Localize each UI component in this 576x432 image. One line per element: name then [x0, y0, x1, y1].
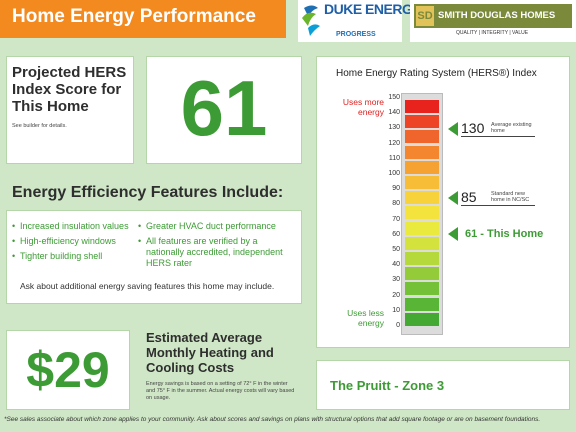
scale-tick-label: 100	[388, 170, 400, 177]
uses-less-label: Uses less energy	[347, 308, 384, 328]
marker-description: Standard new home in NC/SC	[491, 190, 530, 203]
footnote: *See sales associate about which zone ap…	[4, 416, 541, 423]
plan-panel	[316, 360, 570, 410]
smith-douglas-logo: SD SMITH DOUGLAS HOMES QUALITY | INTEGRI…	[410, 0, 576, 42]
scale-tick-label: 110	[388, 154, 400, 162]
scale-segment	[405, 145, 439, 159]
features-note: Ask about additional energy saving featu…	[20, 281, 275, 291]
feature-item: Greater HVAC duct performance	[138, 221, 298, 232]
scale-tick-label: 20	[392, 291, 400, 299]
hers-note: See builder for details.	[12, 123, 67, 129]
feature-item: Tighter building shell	[12, 251, 142, 262]
scale-tick-label: 40	[392, 261, 400, 269]
monthly-cost: $29	[26, 342, 110, 398]
scale-segment	[405, 221, 439, 235]
marker-value: 85	[461, 188, 477, 205]
duke-energy-logo: DUKE ENERGY. PROGRESS	[298, 0, 424, 42]
scale-segment	[405, 297, 439, 311]
scale-segment	[405, 236, 439, 250]
marker-underline	[461, 204, 535, 206]
this-home-arrow-icon	[448, 227, 458, 242]
duke-energy-sub: PROGRESS	[336, 31, 376, 38]
scale-tick-label: 140	[388, 109, 400, 117]
scale-tick-label: 80	[392, 200, 400, 208]
savings-description: Energy savings is based on a setting of …	[146, 381, 295, 401]
scale-tick-label: 150	[388, 94, 400, 101]
title-bar	[0, 0, 286, 38]
scale-segment	[405, 100, 439, 113]
scale-tick-label: 0	[396, 322, 400, 329]
scale-segment	[405, 252, 439, 265]
savings-title: Estimated Average Monthly Heating and Co…	[146, 330, 274, 375]
scale-segment	[405, 312, 439, 326]
hers-label: Projected HERS Index Score for This Home	[12, 64, 127, 115]
hers-chart-panel	[316, 56, 570, 348]
scale-segment	[405, 176, 439, 189]
page-title: Home Energy Performance	[12, 6, 256, 27]
scale-tick-label: 90	[392, 185, 400, 193]
duke-energy-name: DUKE ENERGY.	[324, 1, 424, 17]
scale-tick-label: 70	[392, 215, 400, 223]
builder-tagline: QUALITY | INTEGRITY | VALUE	[456, 30, 529, 36]
marker-arrow-icon	[448, 122, 458, 137]
marker-description: Average existing home	[491, 122, 532, 135]
features-title: Energy Efficiency Features Include:	[12, 184, 284, 201]
scale-tick-label: 130	[388, 124, 400, 132]
features-list-left: Increased insulation values High-efficie…	[12, 221, 142, 266]
scale-segment	[405, 282, 439, 296]
marker-value: 130	[461, 120, 485, 137]
savings-panel	[6, 330, 130, 410]
scale-tick-label: 50	[392, 246, 400, 253]
this-home-label: 61 - This Home	[465, 228, 544, 240]
builder-name: SMITH DOUGLAS HOMES	[438, 10, 556, 21]
feature-item: High-efficiency windows	[12, 236, 142, 247]
hers-score-panel	[146, 56, 302, 164]
scale-segment	[405, 160, 439, 174]
features-list-right: Greater HVAC duct performance All featur…	[138, 221, 298, 273]
feature-item: All features are verified by a nationall…	[138, 236, 298, 269]
scale-tick-label: 10	[392, 306, 400, 314]
uses-more-label: Uses more energy	[342, 97, 384, 117]
plan-label: The Pruitt - Zone 3	[330, 378, 445, 393]
marker-underline	[461, 136, 535, 138]
scale-segment	[405, 130, 439, 144]
scale-segment	[405, 115, 439, 129]
scale-segment	[405, 267, 439, 281]
duke-energy-mark-icon	[302, 5, 320, 36]
marker-arrow-icon	[448, 190, 458, 205]
scale-tick-label: 120	[388, 139, 400, 147]
scale-tick-label: 30	[392, 276, 400, 284]
hers-label-panel	[6, 56, 134, 164]
chart-title: Home Energy Rating System (HERS®) Index	[336, 68, 537, 79]
hers-score: 61	[180, 64, 268, 152]
scale-segment	[405, 191, 439, 205]
scale-segment	[405, 206, 439, 220]
feature-item: Increased insulation values	[12, 221, 142, 232]
scale-tick-label: 60	[392, 230, 400, 238]
sd-monogram-icon: SD	[416, 6, 434, 26]
